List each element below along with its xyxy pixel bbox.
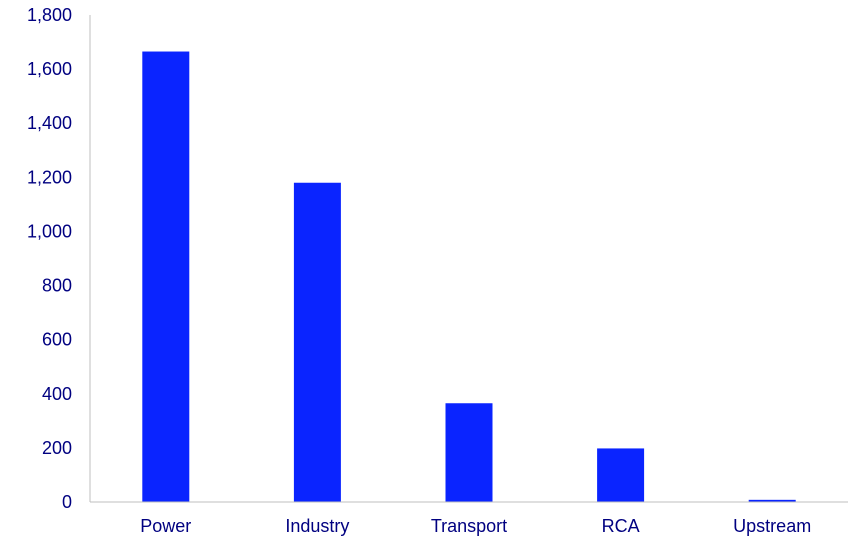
y-axis-ticks: 0 200 400 600 800 1,000 1,200 1,400 1,600 1,800 <box>27 5 72 512</box>
x-category-label: Upstream <box>733 516 811 536</box>
y-tick-label: 1,600 <box>27 59 72 79</box>
y-tick-label: 1,400 <box>27 113 72 133</box>
bar-upstream <box>748 499 796 502</box>
x-category-label: Transport <box>431 516 507 536</box>
y-tick-label: 1,200 <box>27 167 72 187</box>
bar-rca <box>597 448 645 502</box>
bar-industry <box>293 182 341 502</box>
y-tick-label: 400 <box>42 384 72 404</box>
y-tick-label: 200 <box>42 438 72 458</box>
bars <box>142 51 796 503</box>
bar-power <box>142 51 190 503</box>
y-tick-label: 1,800 <box>27 5 72 25</box>
x-category-label: Power <box>140 516 191 536</box>
y-tick-label: 600 <box>42 330 72 350</box>
y-tick-label: 800 <box>42 276 72 296</box>
x-axis-categories: Power Industry Transport RCA Upstream <box>140 516 811 536</box>
x-category-label: RCA <box>602 516 640 536</box>
y-tick-label: 0 <box>62 492 72 512</box>
x-category-label: Industry <box>285 516 349 536</box>
bar-transport <box>445 403 493 502</box>
y-tick-label: 1,000 <box>27 221 72 241</box>
